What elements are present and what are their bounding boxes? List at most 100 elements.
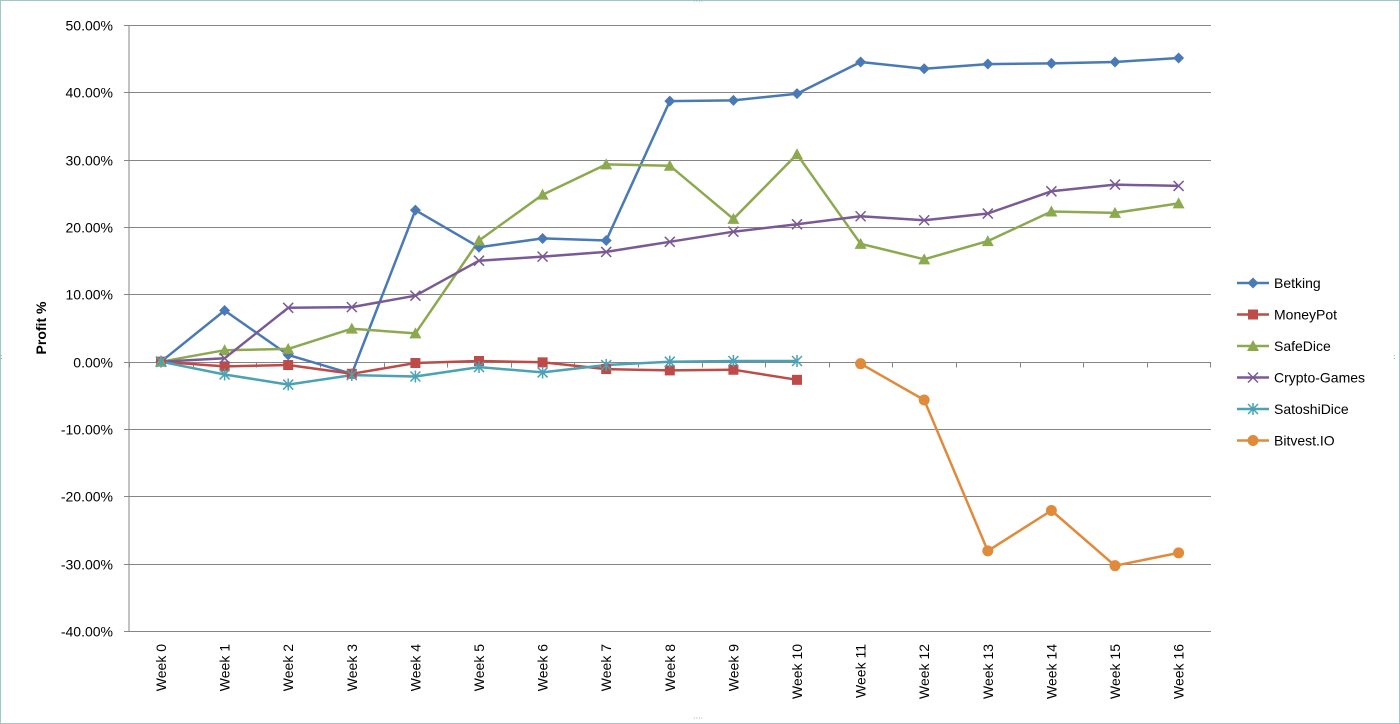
- data-point: [727, 354, 739, 367]
- legend-label: SatoshiDice: [1274, 401, 1349, 417]
- x-tick-label: Week 12: [916, 644, 932, 699]
- data-point: [473, 361, 485, 374]
- data-point: [282, 302, 294, 314]
- x-tick-label: Week 14: [1043, 644, 1059, 699]
- data-point: [727, 212, 740, 224]
- y-tick-label: -20.00%: [61, 489, 113, 505]
- data-point: [663, 159, 676, 171]
- data-point: [537, 251, 549, 263]
- x-tick-label: Week 13: [980, 644, 996, 699]
- x-tick-label: Week 16: [1171, 644, 1187, 699]
- series-lines: [160, 56, 1179, 567]
- legend-marker: [1247, 340, 1259, 351]
- data-point: [537, 366, 549, 379]
- y-tick-label: 40.00%: [66, 85, 113, 101]
- series-markers: [155, 52, 1185, 572]
- data-point: [792, 374, 802, 385]
- data-point: [918, 253, 931, 265]
- x-tick-label: Week 15: [1107, 644, 1123, 699]
- data-point: [981, 235, 994, 247]
- data-point: [537, 232, 549, 244]
- y-tick-labels: 50.00% 40.00% 30.00% 20.00% 10.00% 0.00% -10.0…: [61, 18, 113, 640]
- data-point: [1109, 206, 1121, 218]
- data-point: [410, 358, 421, 369]
- data-point: [409, 290, 421, 302]
- data-point: [1045, 205, 1058, 217]
- x-tick-label: Week 3: [344, 644, 360, 691]
- legend: Betking MoneyPot SafeDice Crypto-Games Satos…: [1237, 275, 1365, 449]
- data-point: [727, 226, 739, 238]
- data-point: [282, 378, 294, 391]
- y-tick-label: -10.00%: [61, 422, 113, 438]
- y-tick-label: 20.00%: [66, 220, 113, 236]
- x-tick-label: Week 9: [725, 644, 741, 691]
- data-point: [727, 94, 739, 106]
- data-point: [982, 545, 994, 557]
- data-point: [791, 88, 803, 100]
- x-tick-labels: Week 0 Week 1 Week 2 Week 3 Week 4 Week 5 Week…: [153, 644, 1187, 699]
- legend-label: SafeDice: [1274, 338, 1331, 354]
- y-tick-label: 10.00%: [66, 287, 113, 303]
- legend-marker: [1247, 435, 1259, 446]
- data-point: [346, 369, 358, 382]
- data-point: [1173, 52, 1185, 64]
- y-axis-title: Profit %: [33, 301, 49, 354]
- legend-label: Bitvest.IO: [1274, 433, 1335, 449]
- data-point: [854, 237, 867, 249]
- gridlines: [124, 25, 1211, 632]
- data-point: [219, 304, 231, 316]
- data-point: [1173, 547, 1185, 559]
- data-point: [664, 355, 676, 368]
- resize-handle-left[interactable]: :: [0, 352, 3, 361]
- data-point: [1045, 504, 1057, 516]
- data-point: [409, 327, 422, 339]
- resize-handle-top[interactable]: ····: [693, 0, 704, 6]
- y-tick-label: 50.00%: [66, 18, 113, 34]
- y-tick-label: -30.00%: [61, 557, 113, 573]
- data-point: [982, 208, 994, 220]
- data-point: [918, 214, 930, 226]
- series-line-safedice: [160, 153, 1179, 363]
- data-point: [1045, 185, 1057, 197]
- legend-marker: [1247, 371, 1259, 384]
- data-point: [1045, 57, 1057, 69]
- data-point: [918, 63, 930, 75]
- data-point: [282, 342, 295, 354]
- data-point: [664, 236, 676, 248]
- data-point: [600, 158, 613, 170]
- x-tick-label: Week 1: [217, 644, 233, 691]
- data-point: [600, 246, 612, 258]
- resize-handle-bottom[interactable]: ····: [693, 714, 704, 723]
- resize-handle-right[interactable]: :: [1393, 352, 1396, 361]
- legend-marker: [1247, 403, 1259, 415]
- data-point: [918, 394, 930, 406]
- data-point: [219, 361, 230, 372]
- data-point: [664, 95, 676, 107]
- y-tick-label: 30.00%: [66, 153, 113, 169]
- data-point: [473, 234, 485, 246]
- data-point: [346, 301, 358, 313]
- data-point: [1109, 56, 1121, 68]
- data-point: [536, 188, 549, 200]
- data-point: [219, 352, 231, 364]
- data-point: [791, 218, 803, 230]
- data-point: [1109, 560, 1121, 572]
- data-point: [1173, 180, 1185, 192]
- data-point: [728, 364, 739, 375]
- data-point: [345, 322, 358, 334]
- x-tick-label: Week 6: [535, 644, 551, 691]
- data-point: [855, 210, 867, 222]
- data-point: [155, 355, 167, 368]
- data-point: [982, 58, 994, 70]
- x-tick-label: Week 5: [471, 644, 487, 691]
- data-point: [218, 344, 231, 356]
- data-point: [791, 148, 803, 160]
- x-tick-label: Week 7: [598, 644, 614, 691]
- data-point: [473, 255, 485, 267]
- data-point: [791, 354, 803, 367]
- data-point: [664, 365, 675, 376]
- y-tick-label: -40.00%: [61, 624, 113, 640]
- data-point: [474, 355, 484, 366]
